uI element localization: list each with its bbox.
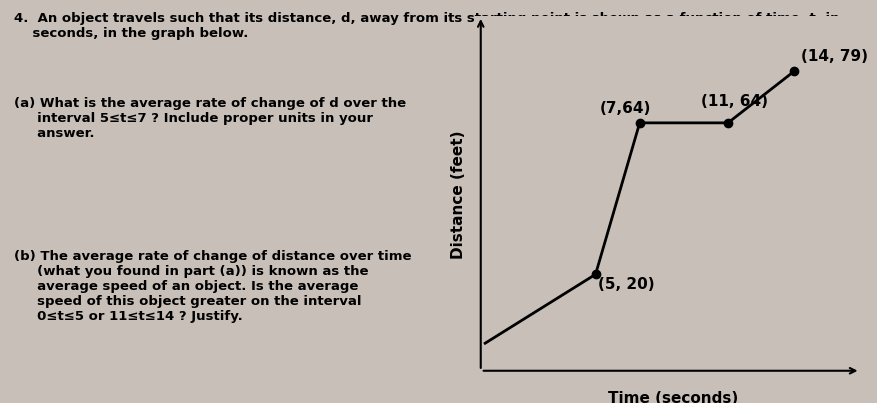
Text: (5, 20): (5, 20) [597,276,653,291]
Text: (a) What is the average rate of change of d over the
     interval 5≤t≤7 ? Inclu: (a) What is the average rate of change o… [14,97,405,140]
Text: Distance (feet): Distance (feet) [451,131,466,260]
Text: (14, 79): (14, 79) [800,49,866,64]
Text: (11, 64): (11, 64) [701,94,767,109]
Text: 4.  An object travels such that its distance, d, away from its starting point is: 4. An object travels such that its dista… [14,12,838,40]
Text: (b) The average rate of change of distance over time
     (what you found in par: (b) The average rate of change of distan… [14,250,410,323]
Text: Time (seconds): Time (seconds) [607,391,737,403]
Text: (7,64): (7,64) [599,101,651,116]
